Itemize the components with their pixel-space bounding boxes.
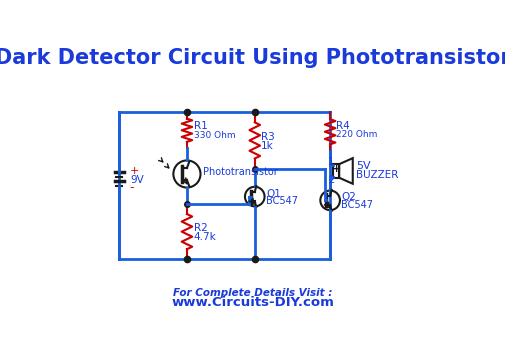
Text: 5V: 5V bbox=[356, 161, 370, 171]
Text: Q2: Q2 bbox=[341, 192, 357, 202]
Text: +: + bbox=[130, 166, 139, 176]
Text: 1: 1 bbox=[328, 157, 334, 167]
Text: 2: 2 bbox=[328, 175, 334, 185]
Text: R3: R3 bbox=[261, 132, 275, 142]
Text: BC547: BC547 bbox=[266, 196, 298, 206]
Text: 4.7k: 4.7k bbox=[194, 232, 217, 242]
Text: Q1: Q1 bbox=[266, 189, 281, 199]
Text: For Complete Details Visit :: For Complete Details Visit : bbox=[173, 288, 332, 298]
Bar bbox=[333, 164, 339, 178]
Text: 1k: 1k bbox=[261, 141, 274, 151]
Text: R1: R1 bbox=[194, 121, 208, 131]
Text: +: + bbox=[332, 165, 341, 175]
Text: 220 Ohm: 220 Ohm bbox=[336, 130, 378, 139]
Text: www.Circuits-DIY.com: www.Circuits-DIY.com bbox=[171, 296, 334, 309]
Text: R4: R4 bbox=[336, 121, 350, 131]
Text: BC547: BC547 bbox=[341, 200, 373, 210]
Text: -: - bbox=[130, 181, 134, 194]
Text: Dark Detector Circuit Using Phototransistor: Dark Detector Circuit Using Phototransis… bbox=[0, 48, 505, 68]
Text: 330 Ohm: 330 Ohm bbox=[194, 131, 235, 140]
Text: R2: R2 bbox=[194, 223, 208, 233]
Text: BUZZER: BUZZER bbox=[356, 170, 398, 180]
Text: 9V: 9V bbox=[130, 175, 144, 185]
Text: Phototransistor: Phototransistor bbox=[203, 167, 278, 177]
